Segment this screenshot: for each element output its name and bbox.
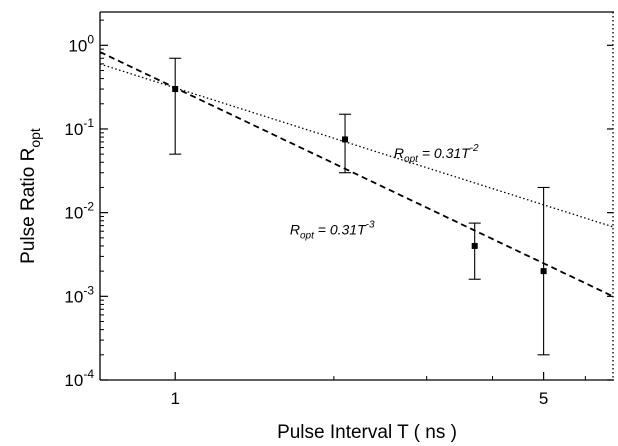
y-tick-label-1: 10-1 xyxy=(64,116,94,139)
data-point-1 xyxy=(342,136,349,143)
fit-line-dashed-1 xyxy=(100,51,614,298)
x-axis-title: Pulse Interval T ( ns ) xyxy=(277,422,457,443)
labels: 100 10-1 10-2 10-3 10-4 1 5 Pulse Interval T ( … xyxy=(18,32,548,443)
y-tick-label-4: 10-4 xyxy=(64,367,94,390)
y-tick-label-2: 10-2 xyxy=(64,200,94,223)
axes xyxy=(99,11,614,381)
y-axis-title: Pulse Ratio Ropt xyxy=(18,128,43,264)
data-point-3 xyxy=(540,268,547,275)
x-tick-label-1: 5 xyxy=(539,389,548,408)
fit-label-dashed-1: Ropt = 0.31T-3 xyxy=(290,219,375,241)
y-tick-label-3: 10-3 xyxy=(64,283,94,306)
plot-area xyxy=(100,51,614,356)
data-point-2 xyxy=(471,242,478,249)
fit-line-dotted-0 xyxy=(100,63,614,228)
y-tick-label-0: 100 xyxy=(68,32,94,55)
x-tick-label-0: 1 xyxy=(170,389,179,408)
data-point-0 xyxy=(172,86,179,93)
fit-label-dotted-0: Ropt = 0.31T-2 xyxy=(394,143,479,165)
